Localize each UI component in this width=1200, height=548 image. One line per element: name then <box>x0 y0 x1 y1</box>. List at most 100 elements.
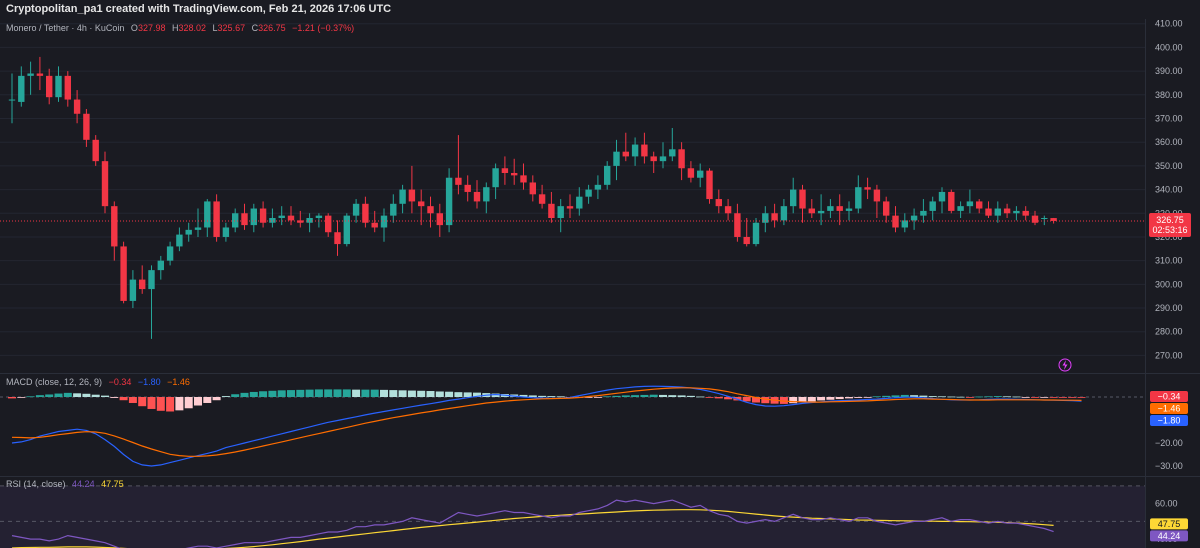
candle-body[interactable] <box>64 75 71 100</box>
candle-body[interactable] <box>157 260 164 271</box>
candle-body[interactable] <box>250 208 257 226</box>
candle-body[interactable] <box>576 196 583 209</box>
candle-body[interactable] <box>418 201 425 207</box>
candle-body[interactable] <box>985 208 992 216</box>
candle-body[interactable] <box>910 215 918 221</box>
candle-body[interactable] <box>73 99 81 114</box>
candle-body[interactable] <box>408 189 416 202</box>
candle-body[interactable] <box>520 175 527 183</box>
candle-body[interactable] <box>176 234 183 247</box>
candle-body[interactable] <box>1050 218 1057 221</box>
candle-body[interactable] <box>724 206 732 214</box>
candle-body[interactable] <box>297 220 304 223</box>
candle-body[interactable] <box>501 168 509 173</box>
candle-body[interactable] <box>697 170 704 178</box>
candle-body[interactable] <box>994 208 1001 216</box>
candle-body[interactable] <box>976 201 983 209</box>
candle-body[interactable] <box>473 191 481 202</box>
candle-body[interactable] <box>259 208 267 223</box>
candle-body[interactable] <box>483 187 490 202</box>
macd-histogram[interactable] <box>8 389 1086 412</box>
candle-body[interactable] <box>948 191 955 211</box>
candle-body[interactable] <box>743 236 750 245</box>
candle-body[interactable] <box>111 206 118 247</box>
rsi-ma-line[interactable] <box>11 509 1054 548</box>
candle-body[interactable] <box>139 279 146 290</box>
candle-body[interactable] <box>538 194 546 204</box>
candle-body[interactable] <box>1003 208 1011 214</box>
candle-body[interactable] <box>929 201 936 211</box>
candle-body[interactable] <box>1031 215 1039 223</box>
candle-body[interactable] <box>427 206 434 214</box>
candle-body[interactable] <box>325 215 332 233</box>
candle-body[interactable] <box>631 144 639 157</box>
candle-body[interactable] <box>734 213 741 237</box>
candle-body[interactable] <box>641 144 648 157</box>
candle-body[interactable] <box>817 210 825 214</box>
candle-body[interactable] <box>566 206 574 209</box>
candle-body[interactable] <box>194 227 202 230</box>
candle-body[interactable] <box>678 149 685 169</box>
candle-body[interactable] <box>771 213 778 221</box>
candle-body[interactable] <box>315 215 323 219</box>
candle-body[interactable] <box>55 75 62 98</box>
candle-body[interactable] <box>287 215 295 221</box>
candle-body[interactable] <box>306 218 313 223</box>
candle-body[interactable] <box>836 206 843 211</box>
candle-body[interactable] <box>594 184 602 190</box>
candle-body[interactable] <box>752 222 760 245</box>
candle-body[interactable] <box>362 203 369 223</box>
candle-body[interactable] <box>399 189 406 204</box>
candle-body[interactable] <box>166 246 174 261</box>
candle-body[interactable] <box>380 215 388 228</box>
candle-body[interactable] <box>883 201 890 216</box>
candle-body[interactable] <box>650 156 657 162</box>
candle-body[interactable] <box>790 189 797 207</box>
candle-body[interactable] <box>622 151 629 157</box>
candle-body[interactable] <box>241 213 248 226</box>
candle-body[interactable] <box>799 189 806 209</box>
candle-body[interactable] <box>185 229 192 235</box>
candle-body[interactable] <box>1013 210 1020 214</box>
candle-body[interactable] <box>715 199 722 207</box>
candle-body[interactable] <box>204 201 211 228</box>
candle-body[interactable] <box>455 177 462 185</box>
candle-body[interactable] <box>129 279 137 301</box>
candle-body[interactable] <box>548 203 555 219</box>
candle-body[interactable] <box>352 203 360 216</box>
candle-body[interactable] <box>557 206 564 219</box>
candle-body[interactable] <box>1022 210 1029 216</box>
candle-body[interactable] <box>343 215 350 245</box>
candle-body[interactable] <box>92 139 99 162</box>
candle-body[interactable] <box>148 270 155 290</box>
candle-body[interactable] <box>827 206 834 211</box>
candle-body[interactable] <box>371 222 378 228</box>
candlestick-series[interactable] <box>8 56 1057 339</box>
candle-body[interactable] <box>901 220 908 228</box>
candle-body[interactable] <box>445 177 453 226</box>
candle-body[interactable] <box>390 203 397 216</box>
candle-body[interactable] <box>920 210 927 216</box>
candle-body[interactable] <box>892 215 899 228</box>
candle-body[interactable] <box>957 206 964 211</box>
candle-body[interactable] <box>334 232 341 245</box>
candle-body[interactable] <box>464 184 471 192</box>
candle-body[interactable] <box>278 215 285 219</box>
candle-body[interactable] <box>27 73 34 76</box>
candle-body[interactable] <box>706 170 713 200</box>
candle-body[interactable] <box>780 206 788 221</box>
candle-body[interactable] <box>101 161 109 207</box>
signal-line[interactable] <box>11 387 1082 457</box>
candle-body[interactable] <box>232 213 239 228</box>
candle-body[interactable] <box>36 73 44 76</box>
candle-body[interactable] <box>8 99 16 101</box>
candle-body[interactable] <box>436 213 443 226</box>
candle-body[interactable] <box>873 189 881 202</box>
candle-body[interactable] <box>46 75 53 98</box>
candle-body[interactable] <box>938 191 946 202</box>
rsi-line[interactable] <box>11 499 1054 548</box>
candle-body[interactable] <box>669 149 676 157</box>
candle-body[interactable] <box>604 165 611 185</box>
lightning-icon[interactable] <box>1058 358 1072 372</box>
